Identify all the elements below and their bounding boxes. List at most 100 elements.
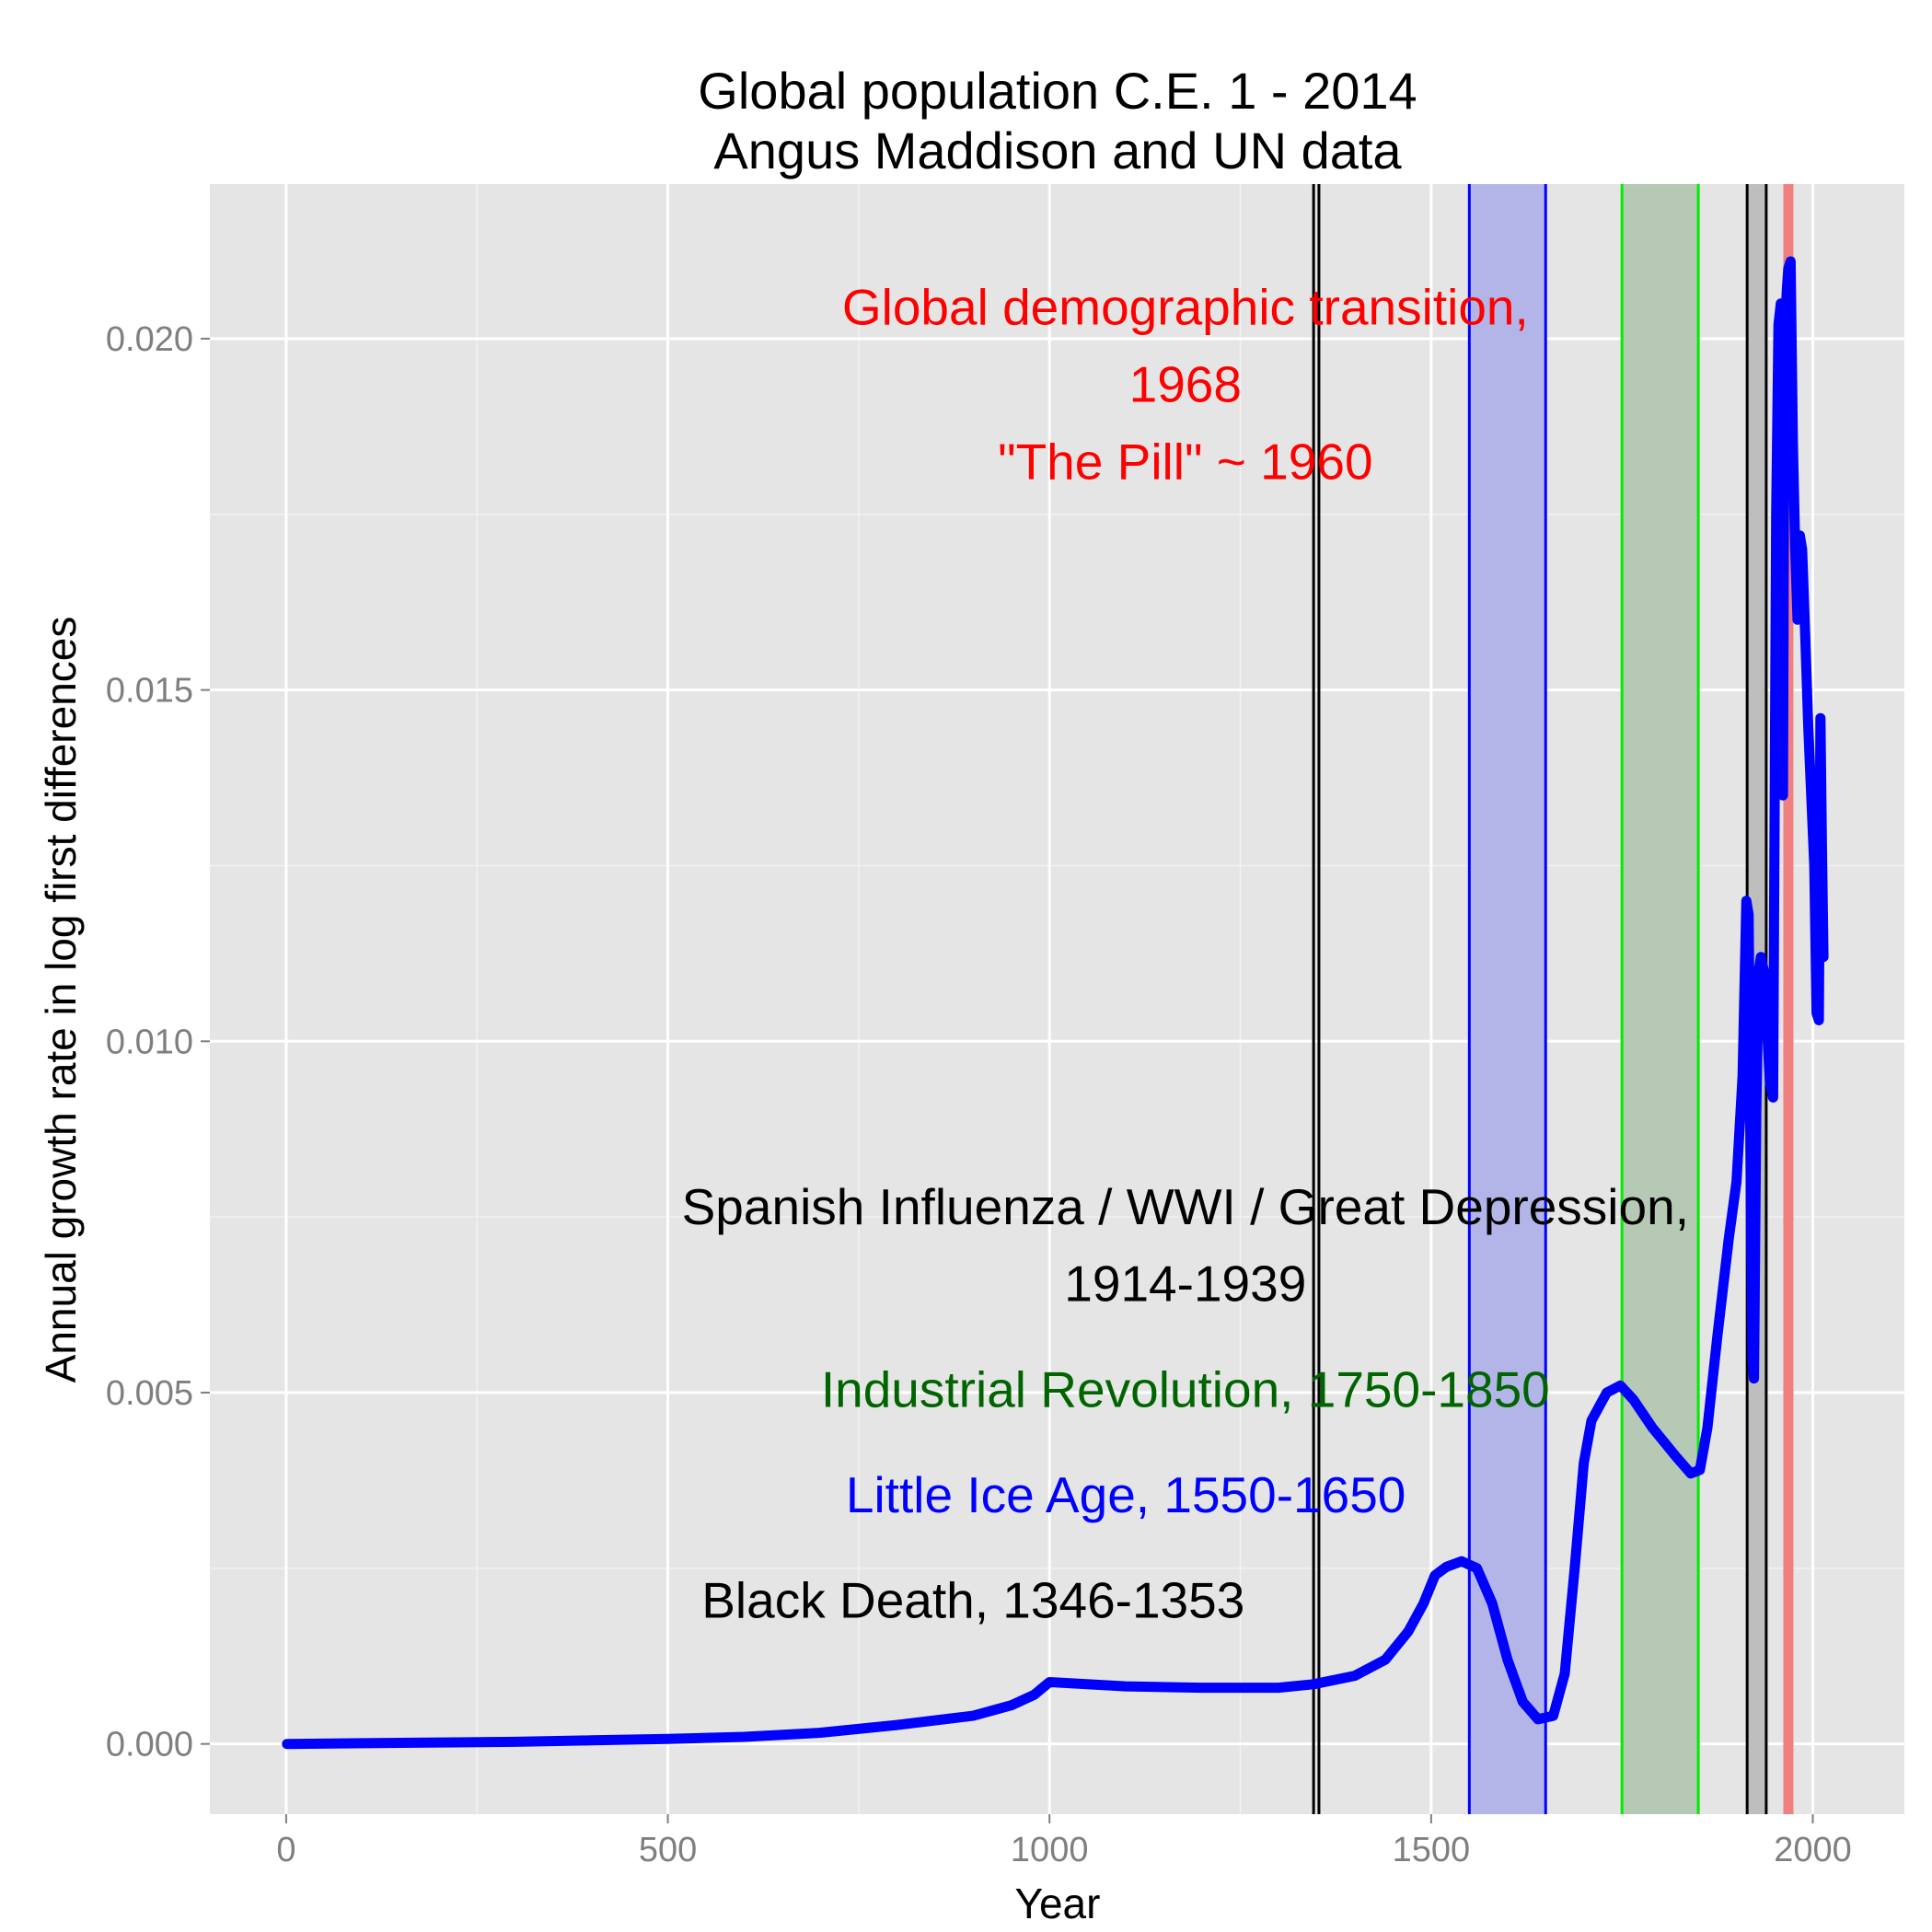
data-point [1650, 1426, 1654, 1429]
data-point [285, 1742, 289, 1746]
data-point [1798, 534, 1801, 538]
data-point [1563, 1672, 1567, 1675]
x-tick-label: 1500 [1393, 1831, 1471, 1869]
annotations: Global demographic transition, 1968 "The P… [682, 279, 1689, 1629]
data-point [1353, 1674, 1357, 1678]
data-point [1819, 716, 1822, 720]
data-point [1735, 1180, 1739, 1184]
data-point [1716, 1335, 1719, 1338]
data-point [1812, 863, 1816, 867]
data-point [1785, 288, 1788, 292]
data-point [1741, 1074, 1744, 1078]
data-point [1783, 337, 1787, 341]
y-tick-label: 0.010 [106, 1023, 193, 1061]
data-point [1768, 1082, 1772, 1085]
data-point [1762, 969, 1765, 973]
data-point [1582, 1461, 1586, 1464]
annotation-label: 1914-1939 [1064, 1255, 1306, 1313]
data-point [1810, 793, 1813, 797]
data-point [1796, 618, 1799, 621]
data-point [1444, 1565, 1448, 1568]
data-point [1749, 1215, 1753, 1219]
data-point [1757, 969, 1761, 973]
data-point [1759, 955, 1763, 959]
data-point [1822, 955, 1825, 959]
data-point [1312, 1683, 1315, 1686]
y-tick-label: 0.000 [106, 1726, 193, 1764]
data-point [1200, 1686, 1204, 1690]
x-tick-label: 1000 [1011, 1831, 1089, 1869]
data-point [1744, 899, 1748, 903]
data-point [1771, 1095, 1775, 1099]
y-tick-label: 0.015 [106, 672, 193, 711]
data-point [1781, 793, 1785, 797]
data-point [1673, 1454, 1677, 1458]
data-point [1552, 1714, 1556, 1718]
data-point [1698, 1468, 1702, 1472]
data-point [1787, 267, 1790, 271]
data-point [1800, 548, 1804, 551]
annotation-label: Industrial Revolution, 1750-1850 [821, 1360, 1550, 1417]
data-point [1124, 1684, 1128, 1688]
data-point [1817, 1018, 1821, 1022]
data-point [1605, 1391, 1609, 1394]
data-point [1590, 1419, 1593, 1423]
data-point [361, 1741, 364, 1745]
data-series [282, 256, 1829, 1750]
y-tick-label: 0.020 [106, 320, 193, 359]
data-point [1820, 843, 1823, 847]
x-tick-label: 500 [639, 1831, 697, 1869]
data-point [1460, 1559, 1463, 1563]
data-point [1490, 1602, 1494, 1605]
data-point [590, 1739, 594, 1742]
data-point [1506, 1658, 1510, 1661]
data-point [1033, 1693, 1036, 1696]
y-tick-label: 0.005 [106, 1374, 193, 1413]
data-point [1765, 1025, 1769, 1029]
band-fill [1469, 184, 1546, 1814]
data-point [1277, 1686, 1280, 1690]
data-point [1406, 1630, 1410, 1634]
data-point [666, 1737, 670, 1741]
data-point [1433, 1573, 1437, 1577]
data-point [895, 1723, 898, 1727]
data-point [1047, 1680, 1051, 1683]
data-point [1815, 1012, 1819, 1015]
data-point [1475, 1567, 1479, 1570]
data-point [1383, 1658, 1387, 1661]
data-point [1727, 1236, 1730, 1240]
annotation-label: Black Death, 1346-1353 [701, 1571, 1244, 1628]
band-fill [1622, 184, 1699, 1814]
data-point [1775, 513, 1778, 516]
data-point [1754, 1110, 1758, 1114]
annotation-label: Spanish Influenza / WWI / Great Depressi… [682, 1178, 1689, 1235]
shaded-periods [1467, 184, 1768, 1814]
data-point [1788, 260, 1792, 263]
data-point [818, 1730, 822, 1734]
data-point [1010, 1704, 1013, 1707]
x-axis-title: Year [1015, 1880, 1101, 1927]
data-point [742, 1735, 746, 1739]
data-point [1751, 1356, 1754, 1359]
data-point [1791, 442, 1795, 445]
annotation-label: 1968 [1129, 356, 1242, 413]
annotation-label: Little Ice Age, 1550-1650 [846, 1466, 1406, 1523]
y-axis-ticks: 0.000 0.005 0.010 0.015 0.020 [106, 320, 210, 1764]
data-point [514, 1740, 517, 1743]
x-tick-label: 0 [276, 1831, 295, 1869]
data-point [1747, 913, 1751, 917]
annotation-label: Global demographic transition, [842, 279, 1529, 336]
x-axis-ticks: 0 500 1000 1500 2000 [276, 1814, 1852, 1869]
data-point [437, 1741, 441, 1744]
data-point [971, 1714, 975, 1718]
data-point [1521, 1700, 1524, 1704]
data-point [1793, 548, 1797, 551]
data-point [1632, 1398, 1636, 1402]
data-point [1619, 1383, 1623, 1387]
data-point [1536, 1718, 1540, 1721]
data-point [1776, 323, 1780, 327]
data-point [1779, 302, 1783, 306]
data-point [1807, 723, 1811, 727]
data-point [1753, 1377, 1756, 1381]
